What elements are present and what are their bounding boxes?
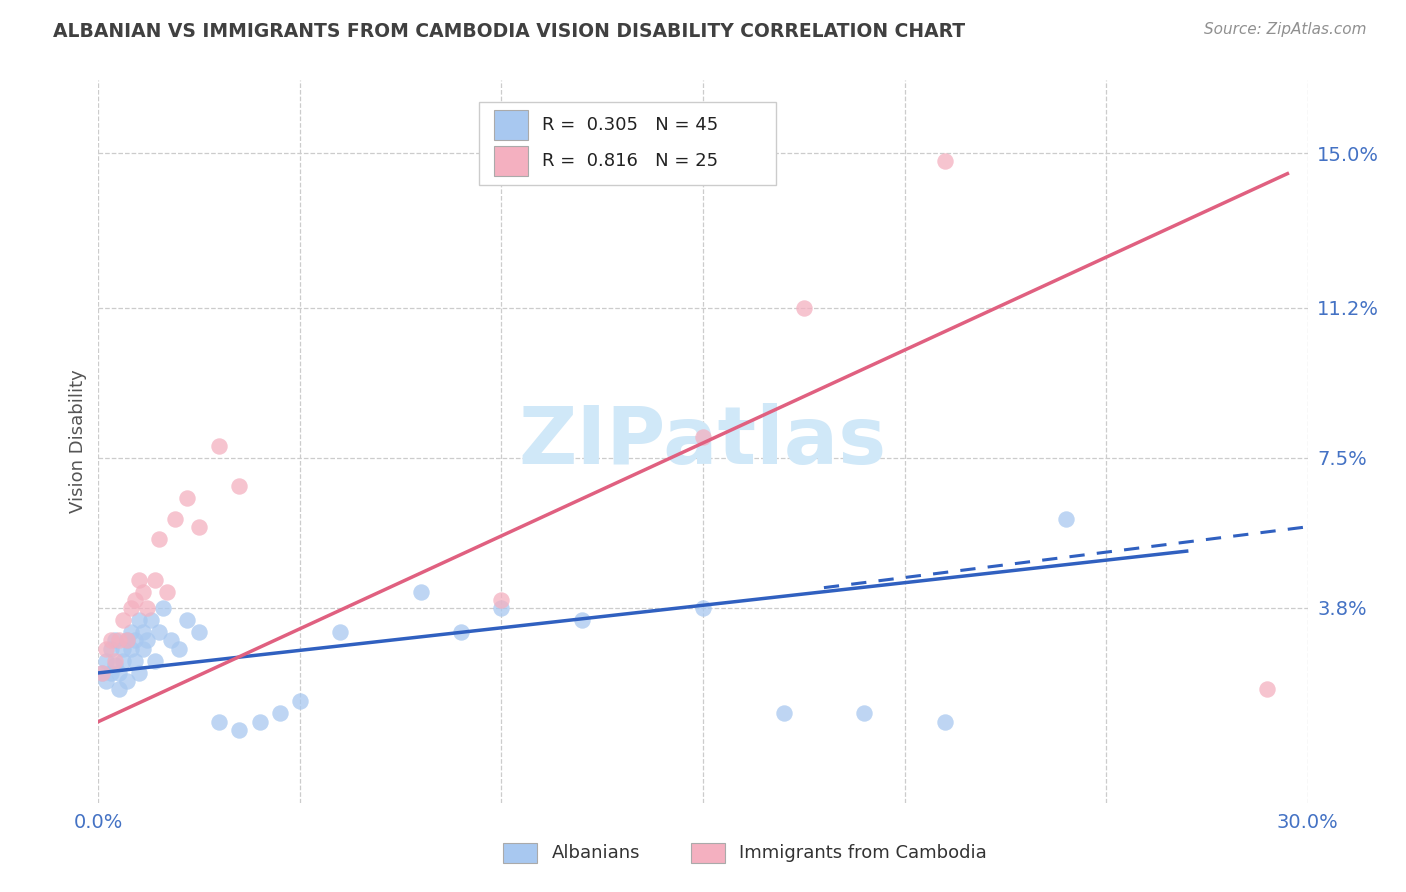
Point bbox=[188, 520, 211, 534]
Text: R =  0.816   N = 25: R = 0.816 N = 25 bbox=[543, 153, 718, 170]
Point bbox=[163, 511, 186, 525]
Point bbox=[571, 613, 593, 627]
Point bbox=[91, 665, 114, 680]
Point bbox=[1054, 511, 1077, 525]
Point bbox=[148, 625, 170, 640]
Point bbox=[188, 625, 211, 640]
Point bbox=[853, 706, 876, 721]
Point bbox=[96, 654, 118, 668]
Point bbox=[228, 723, 250, 737]
Text: Immigrants from Cambodia: Immigrants from Cambodia bbox=[740, 844, 987, 862]
Y-axis label: Vision Disability: Vision Disability bbox=[69, 369, 87, 514]
Point bbox=[143, 654, 166, 668]
Point bbox=[148, 532, 170, 546]
Point bbox=[120, 601, 142, 615]
FancyBboxPatch shape bbox=[494, 110, 527, 140]
Point bbox=[96, 641, 118, 656]
Point bbox=[176, 613, 198, 627]
Point bbox=[124, 633, 146, 648]
Text: ZIPatlas: ZIPatlas bbox=[519, 402, 887, 481]
Point bbox=[1256, 682, 1278, 697]
FancyBboxPatch shape bbox=[690, 843, 724, 863]
Point bbox=[156, 584, 179, 599]
Point bbox=[143, 573, 166, 587]
Point bbox=[269, 706, 291, 721]
Point bbox=[329, 625, 352, 640]
Text: Albanians: Albanians bbox=[551, 844, 640, 862]
Point bbox=[120, 625, 142, 640]
Point bbox=[491, 601, 513, 615]
Point bbox=[120, 641, 142, 656]
Point bbox=[450, 625, 472, 640]
Point bbox=[135, 601, 157, 615]
Point bbox=[692, 601, 714, 615]
Point bbox=[107, 633, 129, 648]
Point bbox=[91, 665, 114, 680]
Point bbox=[115, 633, 138, 648]
Point bbox=[111, 641, 134, 656]
Point bbox=[934, 714, 956, 729]
Point bbox=[100, 641, 122, 656]
Point bbox=[132, 584, 155, 599]
Point bbox=[111, 613, 134, 627]
Point bbox=[115, 633, 138, 648]
Text: Source: ZipAtlas.com: Source: ZipAtlas.com bbox=[1204, 22, 1367, 37]
Point bbox=[772, 706, 794, 721]
Point bbox=[132, 625, 155, 640]
Point bbox=[103, 633, 125, 648]
Point bbox=[167, 641, 190, 656]
Point bbox=[160, 633, 183, 648]
Point bbox=[115, 673, 138, 688]
Point bbox=[208, 714, 231, 729]
Point bbox=[103, 657, 125, 672]
Point bbox=[103, 654, 125, 668]
Point bbox=[135, 633, 157, 648]
Text: ALBANIAN VS IMMIGRANTS FROM CAMBODIA VISION DISABILITY CORRELATION CHART: ALBANIAN VS IMMIGRANTS FROM CAMBODIA VIS… bbox=[53, 22, 966, 41]
Point bbox=[107, 682, 129, 697]
Point bbox=[124, 654, 146, 668]
FancyBboxPatch shape bbox=[503, 843, 537, 863]
Point bbox=[793, 301, 815, 315]
Point bbox=[249, 714, 271, 729]
Point bbox=[208, 439, 231, 453]
FancyBboxPatch shape bbox=[479, 102, 776, 185]
Point bbox=[128, 613, 150, 627]
Text: R =  0.305   N = 45: R = 0.305 N = 45 bbox=[543, 116, 718, 134]
Point bbox=[139, 613, 162, 627]
Point bbox=[176, 491, 198, 506]
Point bbox=[288, 694, 311, 708]
Point bbox=[152, 601, 174, 615]
Point bbox=[228, 479, 250, 493]
FancyBboxPatch shape bbox=[494, 146, 527, 177]
Point bbox=[124, 592, 146, 607]
Point bbox=[491, 592, 513, 607]
Point bbox=[107, 665, 129, 680]
Point bbox=[96, 673, 118, 688]
Point bbox=[100, 633, 122, 648]
Point bbox=[132, 641, 155, 656]
Point bbox=[934, 154, 956, 169]
Point bbox=[128, 573, 150, 587]
Point bbox=[111, 654, 134, 668]
Point bbox=[692, 430, 714, 444]
Point bbox=[100, 665, 122, 680]
Point bbox=[409, 584, 432, 599]
Point bbox=[128, 665, 150, 680]
